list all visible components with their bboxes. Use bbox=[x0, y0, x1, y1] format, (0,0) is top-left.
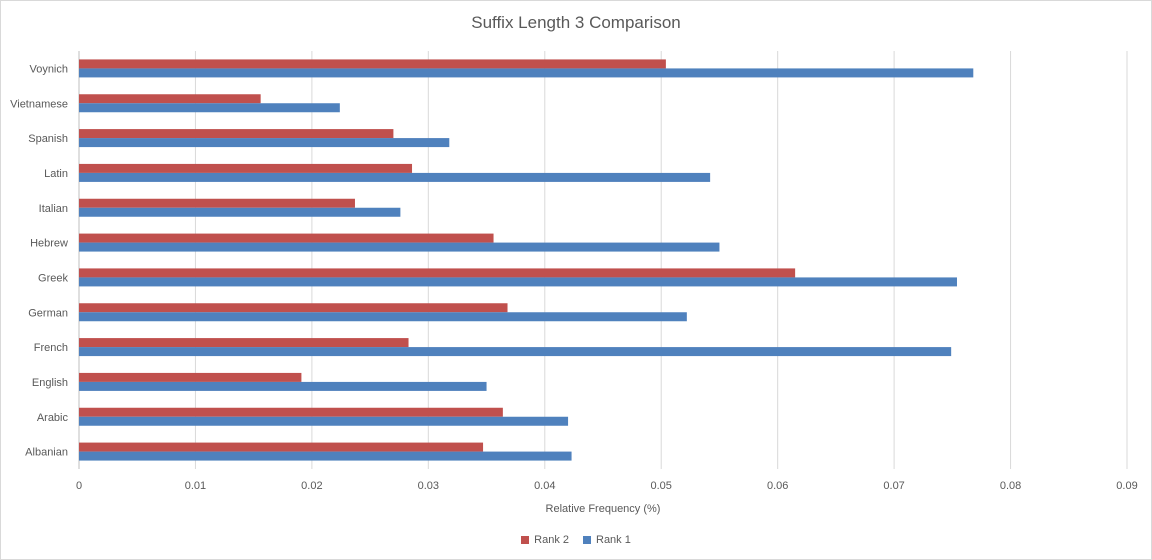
bar-rank-1-italian bbox=[79, 207, 401, 217]
bar-rank-2-arabic bbox=[79, 407, 503, 417]
y-tick-label: Hebrew bbox=[30, 238, 68, 250]
x-tick-label: 0.04 bbox=[534, 480, 555, 492]
x-tick-label: 0.09 bbox=[1116, 480, 1137, 492]
bar-rank-1-english bbox=[79, 381, 487, 391]
bar-rank-2-german bbox=[79, 303, 508, 313]
bar-rank-1-voynich bbox=[79, 68, 974, 78]
y-tick-label: German bbox=[28, 307, 68, 319]
x-tick-label: 0.07 bbox=[883, 480, 904, 492]
bar-rank-2-voynich bbox=[79, 59, 666, 69]
x-tick-label: 0.03 bbox=[418, 480, 439, 492]
x-tick-label: 0.02 bbox=[301, 480, 322, 492]
bar-rank-2-hebrew bbox=[79, 233, 494, 243]
y-tick-label: French bbox=[34, 342, 68, 354]
bar-rank-2-french bbox=[79, 338, 409, 348]
legend-label-rank-2: Rank 2 bbox=[534, 534, 569, 546]
y-tick-label: Albanian bbox=[25, 447, 68, 459]
bar-rank-1-spanish bbox=[79, 138, 450, 148]
bar-rank-2-vietnamese bbox=[79, 94, 261, 104]
bar-rank-1-hebrew bbox=[79, 242, 720, 252]
x-tick-label: 0.06 bbox=[767, 480, 788, 492]
y-tick-label: Greek bbox=[38, 272, 68, 284]
x-tick-label: 0.05 bbox=[651, 480, 672, 492]
y-tick-label: Vietnamese bbox=[10, 98, 68, 110]
bar-rank-2-italian bbox=[79, 198, 355, 208]
legend-label-rank-1: Rank 1 bbox=[596, 534, 631, 546]
bar-rank-2-latin bbox=[79, 163, 413, 173]
bar-rank-2-english bbox=[79, 372, 302, 382]
bar-rank-1-german bbox=[79, 312, 687, 322]
bar-rank-1-latin bbox=[79, 172, 711, 182]
y-tick-label: Voynich bbox=[29, 63, 68, 75]
bar-rank-1-greek bbox=[79, 277, 957, 287]
x-tick-label: 0 bbox=[76, 480, 82, 492]
legend: Rank 2 Rank 1 bbox=[1, 534, 1151, 546]
legend-item-rank-2: Rank 2 bbox=[521, 534, 569, 546]
y-tick-label: Spanish bbox=[28, 133, 68, 145]
legend-swatch-rank-1 bbox=[583, 536, 591, 544]
x-axis-title: Relative Frequency (%) bbox=[546, 503, 661, 515]
y-tick-label: Latin bbox=[44, 168, 68, 180]
bar-rank-2-greek bbox=[79, 268, 796, 278]
bar-rank-2-albanian bbox=[79, 442, 484, 452]
legend-item-rank-1: Rank 1 bbox=[583, 534, 631, 546]
x-tick-label: 0.01 bbox=[185, 480, 206, 492]
y-tick-label: Italian bbox=[39, 203, 68, 215]
bar-rank-2-spanish bbox=[79, 129, 394, 139]
chart-title: Suffix Length 3 Comparison bbox=[471, 13, 681, 32]
bar-rank-1-french bbox=[79, 347, 952, 357]
bar-rank-1-vietnamese bbox=[79, 103, 340, 113]
x-tick-label: 0.08 bbox=[1000, 480, 1021, 492]
bar-rank-1-albanian bbox=[79, 451, 572, 461]
bar-rank-1-arabic bbox=[79, 416, 569, 426]
y-tick-label: English bbox=[32, 377, 68, 389]
legend-swatch-rank-2 bbox=[521, 536, 530, 544]
y-tick-label: Arabic bbox=[37, 412, 69, 424]
